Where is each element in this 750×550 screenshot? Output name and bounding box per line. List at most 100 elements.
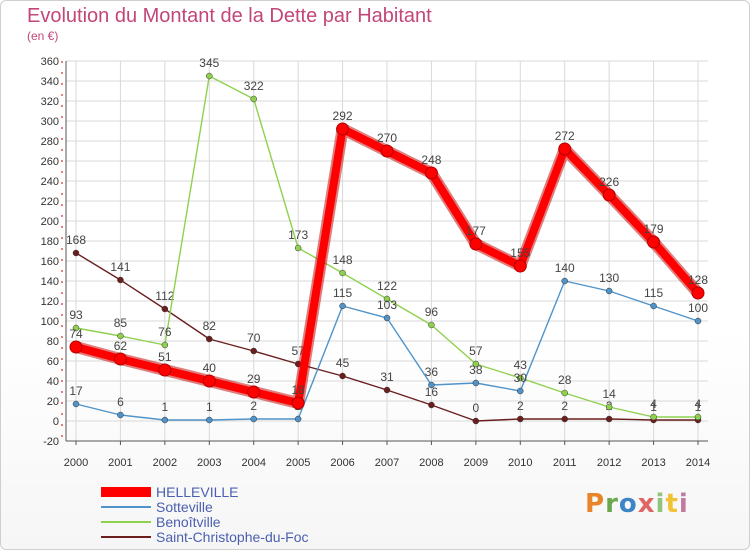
data-label-benoitville: 76 — [158, 325, 172, 339]
data-label-benoitville: 14 — [602, 387, 616, 401]
logo-letter: x — [637, 489, 656, 519]
data-label-sotteville: 36 — [425, 365, 439, 379]
data-point-helleville — [113, 352, 127, 366]
data-point-helleville — [336, 122, 350, 136]
data-point-helleville — [558, 142, 572, 156]
y-tick-label: 220 — [41, 196, 59, 208]
data-label-saint-christophe-du-foc: 1 — [695, 400, 702, 414]
x-tick-label: 2004 — [241, 457, 265, 469]
data-point-benoitville — [72, 324, 80, 332]
data-point-benoitville — [650, 413, 657, 421]
data-label-saint-christophe-du-foc: 1 — [650, 400, 657, 414]
data-point-benoitville — [517, 374, 524, 382]
data-label-helleville: 179 — [644, 222, 664, 236]
data-point-saint-christophe-du-foc — [250, 347, 257, 355]
data-point-sotteville — [72, 400, 80, 408]
data-label-benoitville: 173 — [288, 228, 308, 242]
data-point-benoitville — [339, 269, 346, 277]
data-point-saint-christophe-du-foc — [117, 276, 124, 284]
data-point-helleville — [158, 363, 172, 377]
data-label-sotteville: 115 — [333, 286, 352, 300]
logo-letter: r — [605, 489, 619, 519]
data-label-sotteville: 6 — [117, 395, 124, 409]
data-point-helleville — [513, 259, 527, 273]
y-tick-label: 280 — [41, 136, 59, 148]
data-label-benoitville: 43 — [514, 358, 528, 372]
data-label-sotteville: 115 — [644, 286, 663, 300]
legend-label-sotteville: Sotteville — [156, 499, 213, 515]
legend-label-saint-christophe-du-foc: Saint-Christophe-du-Foc — [156, 529, 309, 545]
y-tick-label: 140 — [41, 276, 59, 288]
data-label-saint-christophe-du-foc: 2 — [561, 399, 568, 413]
y-tick-label: 340 — [41, 76, 59, 88]
data-point-saint-christophe-du-foc — [206, 335, 213, 343]
data-label-benoitville: 57 — [469, 344, 483, 358]
data-label-sotteville: 17 — [69, 384, 83, 398]
y-tick-label: 160 — [41, 256, 59, 268]
data-label-benoitville: 93 — [69, 308, 83, 322]
y-tick-label: 20 — [47, 396, 59, 408]
logo-letter: P — [585, 489, 606, 519]
legend-swatch-helleville — [101, 487, 151, 497]
data-point-benoitville — [206, 72, 213, 80]
y-tick-label: 240 — [41, 176, 59, 188]
x-tick-label: 2009 — [464, 457, 488, 469]
x-tick-label: 2013 — [641, 457, 665, 469]
logo-letter: o — [618, 489, 638, 519]
data-label-helleville: 62 — [114, 339, 128, 353]
chart-subtitle: (en €) — [27, 29, 59, 43]
proxiti-logo: Proxiti — [585, 489, 689, 519]
data-point-sotteville — [117, 411, 124, 419]
logo-letter: i — [678, 489, 689, 519]
data-label-benoitville: 28 — [558, 373, 572, 387]
data-point-benoitville — [294, 244, 302, 252]
y-tick-label: 80 — [47, 336, 59, 348]
y-tick-label: 200 — [41, 216, 59, 228]
y-tick-label: -20 — [43, 436, 59, 448]
data-point-helleville — [691, 286, 705, 300]
data-label-sotteville: 1 — [162, 400, 169, 414]
data-point-benoitville — [561, 389, 568, 397]
data-label-saint-christophe-du-foc: 112 — [155, 289, 174, 303]
data-point-sotteville — [561, 277, 568, 285]
logo-letter: i — [655, 489, 666, 519]
data-label-sotteville: 100 — [688, 301, 708, 315]
data-label-helleville: 272 — [555, 129, 575, 143]
data-label-benoitville: 122 — [377, 279, 397, 293]
y-tick-label: 180 — [41, 236, 59, 248]
data-point-saint-christophe-du-foc — [339, 372, 346, 380]
data-point-sotteville — [161, 416, 169, 424]
data-point-sotteville — [694, 317, 702, 325]
y-tick-label: 60 — [47, 356, 59, 368]
y-tick-label: 260 — [41, 156, 59, 168]
x-tick-label: 2005 — [286, 457, 310, 469]
data-point-benoitville — [428, 321, 435, 329]
data-point-sotteville — [605, 287, 613, 295]
legend-swatch-sotteville — [101, 506, 151, 508]
data-point-benoitville — [117, 332, 124, 340]
data-point-sotteville — [517, 387, 524, 395]
y-tick-label: 120 — [41, 296, 59, 308]
legend-swatch-saint-christophe-du-foc — [101, 536, 151, 538]
x-tick-label: 2003 — [197, 457, 221, 469]
data-point-helleville — [469, 237, 483, 251]
y-tick-label: 300 — [41, 116, 59, 128]
data-label-helleville: 74 — [69, 327, 83, 341]
data-point-helleville — [202, 374, 216, 388]
y-tick-label: 360 — [41, 56, 59, 68]
data-label-benoitville: 322 — [244, 79, 264, 93]
legend-label-benoitville: Benoîtville — [156, 514, 221, 530]
data-label-helleville: 18 — [291, 383, 305, 397]
data-point-helleville — [602, 188, 616, 202]
x-tick-label: 2010 — [508, 457, 532, 469]
data-label-benoitville: 4 — [695, 397, 702, 411]
data-point-benoitville — [250, 95, 257, 103]
data-point-benoitville — [605, 403, 613, 411]
data-point-sotteville — [383, 314, 391, 322]
data-label-saint-christophe-du-foc: 82 — [203, 319, 217, 333]
data-point-helleville — [647, 235, 661, 249]
data-point-helleville — [424, 166, 438, 180]
data-point-benoitville — [694, 413, 702, 421]
data-point-sotteville — [650, 302, 657, 310]
